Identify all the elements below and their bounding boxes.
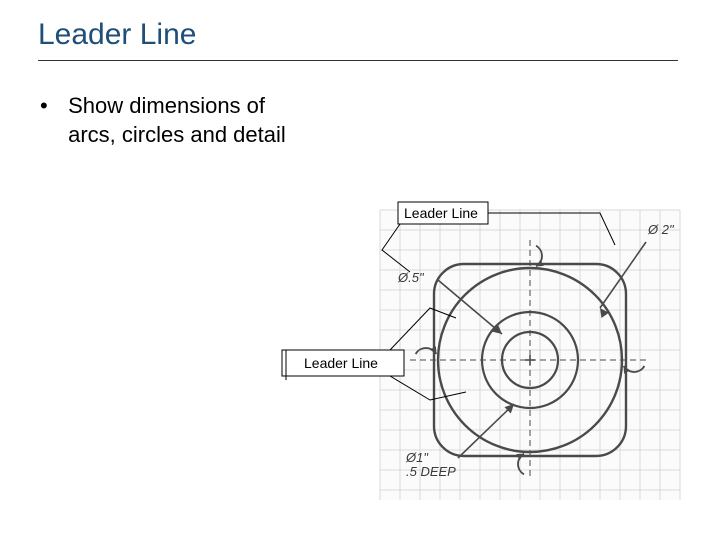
svg-text:Leader Line: Leader Line [304, 355, 378, 371]
svg-text:Ø 2": Ø 2" [647, 222, 675, 237]
svg-text:Leader Line: Leader Line [404, 205, 478, 221]
svg-text:Ø1": Ø1" [405, 450, 429, 465]
bullet-text: Show dimensions ofarcs, circles and deta… [68, 92, 286, 149]
leader-line-figure: Ø.5" Ø 2" Ø1".5 DEEP Leader Line Leader Line [270, 200, 700, 510]
bullet-dot: • [40, 92, 62, 121]
page-title: Leader Line [38, 18, 196, 52]
svg-text:Ø.5": Ø.5" [397, 270, 425, 285]
svg-text:.5 DEEP: .5 DEEP [406, 464, 456, 479]
bullet-item: • Show dimensions ofarcs, circles and de… [40, 92, 286, 149]
title-underline [38, 60, 678, 61]
